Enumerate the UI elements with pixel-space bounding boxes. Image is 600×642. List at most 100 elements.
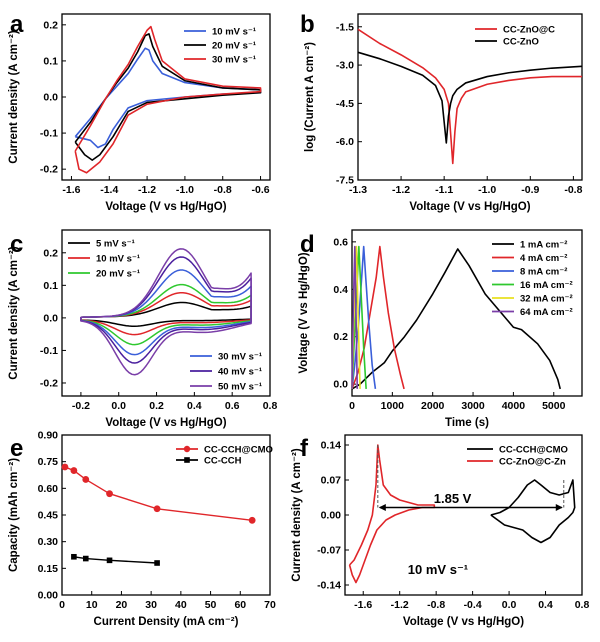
x-tick-label: 0.0 (502, 599, 517, 611)
series-line (64, 466, 253, 522)
data-point (70, 467, 78, 474)
y-axis-label: Current density (A cm⁻²) (291, 448, 303, 582)
panel-label-c: c (10, 231, 23, 258)
y-tick-label: 0.2 (43, 19, 58, 31)
legend-label: CC-ZnO (503, 37, 539, 48)
y-axis-label: Capacity (mAh cm⁻²) (8, 458, 20, 572)
voltage-gap-label: 1.85 V (434, 491, 472, 506)
x-tick-label: 1000 (381, 400, 405, 412)
x-tick-label: -1.0 (176, 184, 194, 196)
x-tick-label: 30 (145, 599, 157, 611)
x-tick-label: 4000 (502, 400, 526, 412)
y-tick-label: 0.15 (38, 563, 59, 575)
x-tick-label: 20 (116, 599, 128, 611)
cv-curve (80, 269, 252, 356)
series-line (348, 444, 436, 584)
arrow-head-right (555, 504, 563, 511)
legend-label: CC-CCH@CMO (204, 445, 273, 456)
legend-label: 1 mA cm⁻² (520, 240, 567, 251)
y-tick-label: -0.2 (40, 164, 58, 176)
data-point (82, 476, 90, 483)
panel-d: 0 1000 2000 3000 4000 5000 0.0 0.2 0.4 0.6 Time (s… (298, 229, 583, 429)
series-line (351, 245, 405, 390)
y-tick-label: -0.1 (40, 128, 58, 140)
x-tick-label: -1.3 (349, 184, 367, 196)
legend-label: CC-ZnO@C (503, 25, 555, 36)
panel-a: -1.6 -1.4 -1.2 -1.0 -0.8 -0.6 -0.2 -0.1 0.0 0.1 0.… (8, 13, 271, 213)
y-tick-label: 0.4 (333, 284, 348, 296)
y-tick-label: 0.60 (38, 483, 59, 495)
y-tick-label: 0.1 (43, 280, 58, 292)
y-tick-label: 0.30 (38, 536, 59, 548)
legend-label: 16 mA cm⁻² (520, 280, 573, 291)
x-axis-label: Voltage (V vs Hg/HgO) (105, 201, 226, 213)
cv-curve (80, 248, 252, 376)
x-tick-label: -0.8 (564, 184, 582, 196)
x-tick-label: -0.4 (464, 599, 482, 611)
legend-label: 20 mV s⁻¹ (96, 269, 140, 280)
series-line (351, 245, 359, 389)
panel-label-a: a (10, 11, 24, 38)
x-tick-label: 40 (175, 599, 187, 611)
cv-curve (80, 283, 252, 346)
x-tick-label: -1.2 (138, 184, 156, 196)
y-tick-label: 0.00 (321, 510, 342, 522)
x-tick-label: -1.2 (391, 599, 409, 611)
series-line (357, 51, 583, 144)
panel-label-d: d (300, 231, 315, 258)
y-axis-label: log (Current A cm⁻²) (304, 42, 316, 152)
y-tick-label: 0.2 (333, 331, 348, 343)
y-tick-label: 0.0 (43, 92, 58, 104)
arrow-head-left (378, 504, 386, 511)
y-tick-label: 0.0 (43, 312, 58, 324)
y-axis-label: Current density (A cm⁻²) (8, 30, 20, 164)
panel-e: 0 10 20 30 40 50 60 70 0.00 0.15 0.30 0.45 0.60 0.75 0… (8, 430, 276, 629)
plot-frame-b (357, 13, 583, 181)
x-tick-label: 0.4 (187, 400, 202, 412)
y-tick-label: 0.90 (38, 430, 59, 442)
y-tick-label: 0.2 (43, 247, 58, 259)
data-point (82, 555, 89, 562)
legend-label: 20 mV s⁻¹ (212, 41, 256, 52)
series-line (73, 556, 158, 564)
x-tick-label: 10 (86, 599, 98, 611)
legend-label: 8 mA cm⁻² (520, 267, 567, 278)
y-tick-label: -3.0 (336, 60, 354, 72)
x-tick-label: 0.8 (263, 400, 278, 412)
x-tick-label: 0.2 (149, 400, 164, 412)
x-tick-label: 0.8 (575, 599, 590, 611)
x-axis-label: Voltage (V vs Hg/HgO) (105, 417, 226, 429)
panel-label-b: b (300, 11, 315, 38)
x-tick-label: -0.2 (72, 400, 90, 412)
plot-frame-a (61, 13, 271, 181)
legend-label: 30 mV s⁻¹ (218, 352, 262, 363)
series-line (74, 25, 262, 174)
panel-label-e: e (10, 435, 23, 462)
x-tick-label: -0.8 (427, 599, 445, 611)
x-tick-label: 70 (264, 599, 276, 611)
data-point (153, 505, 161, 513)
x-tick-label: 60 (234, 599, 246, 611)
x-axis-label: Current Density (mA cm⁻²) (94, 616, 239, 628)
data-point (71, 553, 77, 560)
y-axis-label: Voltage (V vs Hg/HgO) (298, 252, 310, 373)
x-tick-label: 50 (205, 599, 217, 611)
x-tick-label: -1.6 (354, 599, 372, 611)
y-tick-label: -4.5 (336, 98, 354, 110)
x-tick-label: 0 (349, 400, 355, 412)
legend-label: CC-CCH@CMO (499, 445, 568, 456)
x-tick-label: -0.6 (251, 184, 269, 196)
y-tick-label: 0.0 (333, 379, 348, 391)
legend-marker (183, 445, 191, 453)
panel-b: -1.3 -1.2 -1.1 -1.0 -0.9 -0.8 -1.5 -3.0 -4.5 -6.0… (304, 13, 583, 213)
legend-label: 4 mA cm⁻² (520, 253, 567, 264)
legend-label: 10 mV s⁻¹ (96, 254, 140, 265)
legend-label: 30 mV s⁻¹ (212, 55, 256, 66)
x-tick-label: 0.0 (111, 400, 126, 412)
plot-frame-c (61, 229, 271, 397)
y-tick-label: -0.14 (317, 580, 341, 592)
y-tick-label: 0.75 (38, 456, 59, 468)
legend-label: 10 mV s⁻¹ (212, 27, 256, 38)
x-tick-label: 0 (59, 599, 65, 611)
panel-label-f: f (300, 435, 309, 462)
